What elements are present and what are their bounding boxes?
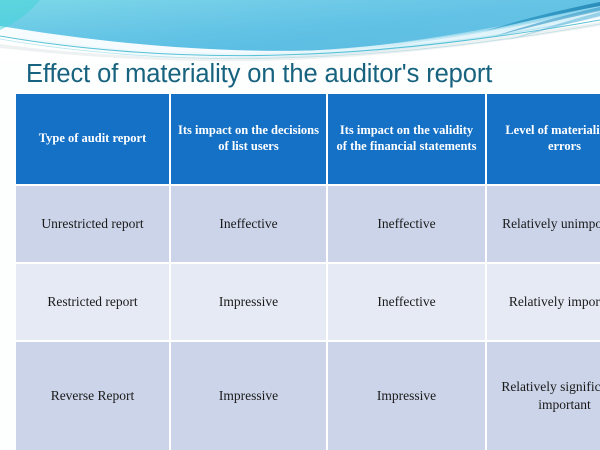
column-header-impact-validity: Its impact on the validity of the financ… [328,94,487,186]
cell-type: Unrestricted report [16,186,171,264]
table-body: Unrestricted report Ineffective Ineffect… [16,186,600,450]
page-title: Effect of materiality on the auditor's r… [26,60,493,88]
cell-impact-decisions: Ineffective [171,186,328,264]
cell-impact-validity: Ineffective [328,264,487,342]
cell-materiality-level: Relatively significantly important [487,342,600,450]
column-header-impact-decisions: Its impact on the decisions of list user… [171,94,328,186]
materiality-table: Type of audit report Its impact on the d… [16,94,600,450]
cell-impact-decisions: Impressive [171,342,328,450]
table-row: Reverse Report Impressive Impressive Rel… [16,342,600,450]
blue-wave-banner [0,0,600,62]
cell-impact-validity: Ineffective [328,186,487,264]
cell-materiality-level: Relatively important [487,264,600,342]
cell-type: Reverse Report [16,342,171,450]
table-row: Unrestricted report Ineffective Ineffect… [16,186,600,264]
column-header-materiality-level: Level of materiality of errors [487,94,600,186]
table-header: Type of audit report Its impact on the d… [16,94,600,186]
cell-materiality-level: Relatively unimportant [487,186,600,264]
cell-impact-validity: Impressive [328,342,487,450]
table: Type of audit report Its impact on the d… [16,94,600,450]
cell-type: Restricted report [16,264,171,342]
cell-impact-decisions: Impressive [171,264,328,342]
column-header-type-of-audit-report: Type of audit report [16,94,171,186]
table-header-row: Type of audit report Its impact on the d… [16,94,600,186]
table-row: Restricted report Impressive Ineffective… [16,264,600,342]
